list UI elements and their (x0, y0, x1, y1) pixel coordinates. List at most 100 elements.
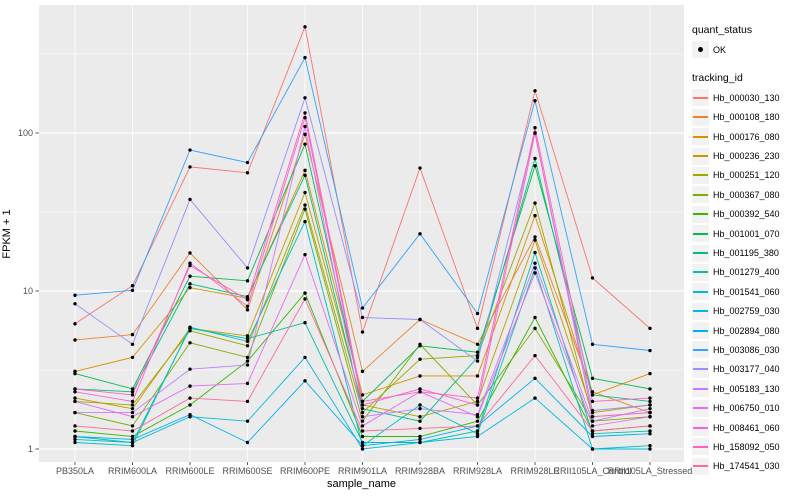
x-tick-label: RRIM901LA (337, 466, 388, 476)
data-point (245, 334, 250, 338)
data-point (303, 25, 307, 29)
data-point (130, 403, 135, 407)
data-point (648, 429, 652, 433)
data-point (648, 326, 652, 331)
data-point (533, 266, 537, 270)
data-point (188, 329, 192, 333)
data-point (648, 403, 652, 407)
tracking-id-legend-entries: Hb_000030_130 Hb_000108_180 Hb_000176_080 H… (692, 89, 798, 477)
data-point (73, 399, 77, 404)
data-point (648, 396, 652, 400)
data-point (73, 429, 77, 433)
data-point (130, 443, 135, 448)
legend-item-label: Hb_005183_130 (713, 383, 780, 394)
legend-item-label: Hb_001195_380 (713, 248, 779, 259)
data-point (590, 393, 595, 397)
data-point (188, 396, 192, 400)
data-point (73, 302, 77, 306)
data-point (188, 282, 192, 286)
data-point (533, 89, 537, 93)
data-point (245, 381, 250, 386)
x-tick-label: RRIM600SE (222, 466, 273, 476)
x-axis-title: sample_name (326, 478, 397, 490)
data-point (303, 96, 307, 100)
legend-item-label: Hb_002894_080 (713, 325, 780, 336)
data-point (648, 447, 652, 451)
line-swatch-icon (692, 128, 709, 146)
line-swatch-icon (692, 457, 709, 475)
data-point (475, 399, 480, 404)
legend-item: Hb_005183_130 (692, 380, 798, 398)
legend-item: Hb_002759_030 (692, 302, 798, 320)
x-tick-label: RRIM928BA (394, 466, 446, 476)
legend-item: Hb_158092_050 (692, 438, 798, 456)
data-point (360, 447, 365, 451)
data-point (303, 355, 307, 360)
data-point (188, 325, 192, 329)
data-point (130, 399, 135, 404)
data-point (303, 379, 307, 383)
data-point (590, 390, 595, 394)
line-swatch-icon (692, 419, 709, 437)
data-point (533, 99, 537, 103)
data-point (188, 165, 192, 169)
data-point (245, 160, 250, 165)
data-point (73, 322, 77, 326)
data-point (590, 434, 595, 439)
line-swatch-icon (692, 89, 709, 107)
data-point (648, 424, 652, 428)
line-swatch-icon (692, 166, 709, 184)
panel-background (39, 5, 684, 462)
data-point (245, 308, 250, 312)
data-point (188, 251, 192, 255)
x-tick-label: RRIM600PE (279, 466, 331, 476)
data-point (533, 131, 537, 135)
data-point (245, 419, 250, 423)
data-point (360, 434, 365, 439)
data-point (360, 410, 365, 415)
legend-item-label: Hb_000392_540 (713, 209, 780, 220)
data-point (303, 115, 307, 120)
data-point (360, 419, 365, 423)
data-point (475, 311, 480, 316)
legend-title-tracking-id: tracking_id (692, 72, 743, 85)
data-point (648, 371, 652, 376)
data-point (73, 424, 77, 428)
data-point (303, 111, 307, 115)
data-point (533, 156, 537, 161)
x-tick-label: RRII105LA_Control (553, 466, 632, 476)
data-point (303, 297, 307, 301)
data-point (533, 271, 537, 275)
data-point (590, 419, 595, 423)
data-point (360, 424, 365, 428)
data-point (590, 399, 595, 404)
data-point (475, 434, 480, 439)
data-point (130, 415, 135, 419)
data-point (648, 406, 652, 411)
data-point (130, 440, 135, 445)
data-point (130, 355, 135, 360)
data-point (245, 355, 250, 360)
legend-item: Hb_001001_070 (692, 225, 798, 243)
x-tick-label: RRIM600LE (165, 466, 215, 476)
data-point (303, 142, 307, 146)
line-swatch-icon (692, 360, 709, 378)
data-point (360, 403, 365, 407)
data-point (73, 396, 77, 400)
data-point (130, 288, 135, 293)
data-point (418, 166, 422, 170)
data-point (188, 412, 192, 417)
data-point (360, 399, 365, 404)
legend-item: Hb_000108_180 (692, 108, 798, 126)
data-point (245, 171, 250, 175)
data-point (73, 293, 77, 297)
point-marker-icon (692, 41, 709, 58)
data-point (303, 124, 307, 129)
legend-item-label: Hb_000108_180 (713, 112, 780, 123)
data-point (590, 408, 595, 413)
data-point (360, 440, 365, 445)
data-point (245, 399, 250, 404)
data-point (418, 426, 422, 431)
data-point (590, 447, 595, 451)
